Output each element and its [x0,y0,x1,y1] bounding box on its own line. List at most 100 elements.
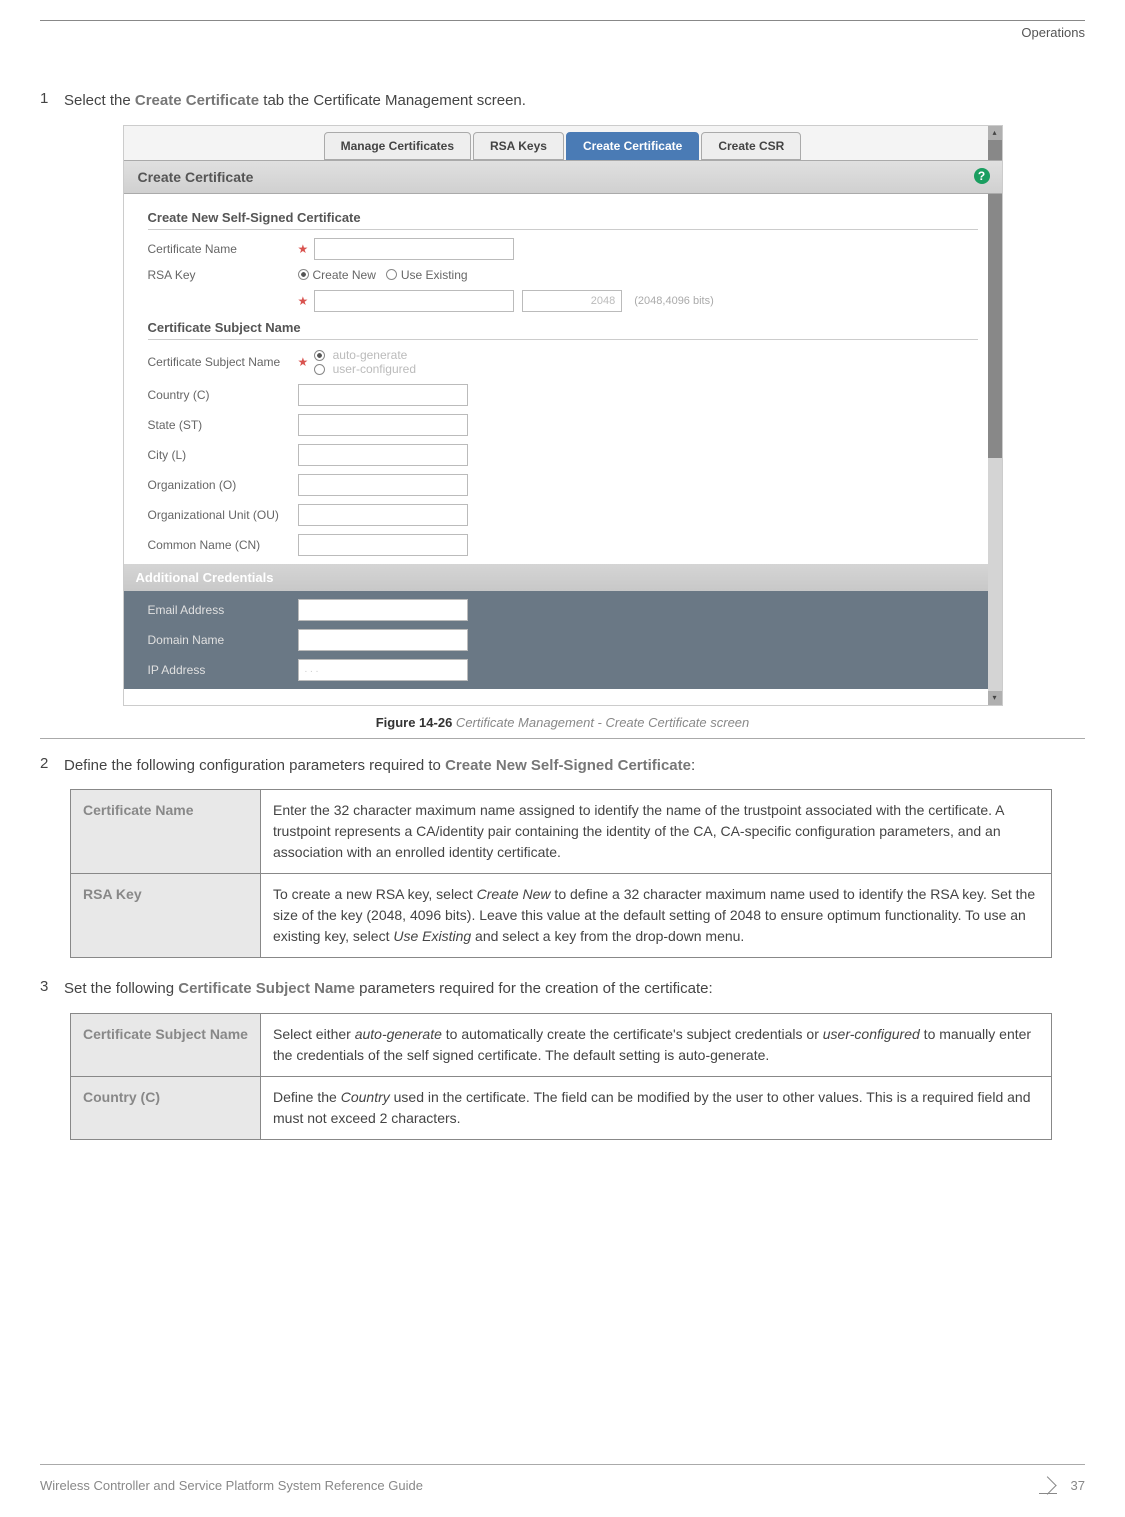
row-org: Organization (O) [148,474,978,496]
rsa-key-label: RSA Key [148,268,298,282]
section-self-signed: Create New Self-Signed Certificate [148,210,978,230]
csn-label: Certificate Subject Name [148,355,298,369]
step-1-text: Select the Create Certificate tab the Ce… [64,90,1085,113]
cert-name-label: Certificate Name [148,242,298,256]
credentials-body: Email Address Domain Name IP Address . .… [124,591,1002,689]
row-domain: Domain Name [148,629,978,651]
param-table-1: Certificate NameEnter the 32 character m… [70,789,1052,958]
org-label: Organization (O) [148,478,298,492]
ip-label: IP Address [148,663,298,677]
help-icon[interactable]: ? [974,168,990,184]
row-rsa-key: RSA Key Create New Use Existing [148,268,978,282]
org-input[interactable] [298,474,468,496]
step-3: 3 Set the following Certificate Subject … [40,978,1085,1001]
required-star-icon: ★ [298,355,309,369]
section-header: Operations [40,25,1085,40]
row-city: City (L) [148,444,978,466]
step-3-prefix: Set the following [64,980,178,997]
domain-label: Domain Name [148,633,298,647]
row-rsa-key-input: ★ 2048 (2048,4096 bits) [148,290,978,312]
table-value: Define the Country used in the certifica… [261,1076,1052,1139]
figure-caption: Figure 14-26 Certificate Management - Cr… [40,714,1085,739]
radio-use-existing-label: Use Existing [401,268,468,282]
email-input[interactable] [298,599,468,621]
radio-use-existing[interactable] [386,269,397,280]
tab-rsa-keys[interactable]: RSA Keys [473,132,564,160]
step-2-text: Define the following configuration param… [64,755,1085,778]
section-additional-credentials: Additional Credentials [124,564,1002,591]
panel-body: Create New Self-Signed Certificate Certi… [124,194,1002,705]
table-key: Certificate Name [71,790,261,874]
row-cert-name: Certificate Name ★ [148,238,978,260]
tab-manage-certificates[interactable]: Manage Certificates [324,132,471,160]
step-1-number: 1 [40,90,64,113]
step-1-bold: Create Certificate [135,92,259,109]
scroll-up-button[interactable]: ▴ [988,126,1002,140]
step-2-bold: Create New Self-Signed Certificate [445,757,691,774]
row-ip: IP Address . . . [148,659,978,681]
panel-header: Create Certificate ? [124,160,1002,194]
required-star-icon: ★ [298,294,309,308]
figcaption-number: Figure 14-26 [376,715,453,730]
table-value: Select either auto-generate to automatic… [261,1013,1052,1076]
header-divider [40,20,1085,21]
chevron-icon [1039,1473,1063,1497]
page-number: 37 [1071,1478,1085,1493]
table-row: RSA KeyTo create a new RSA key, select C… [71,874,1052,958]
radio-user-label: user-configured [333,362,416,376]
row-ou: Organizational Unit (OU) [148,504,978,526]
rsa-bits-value: 2048 [591,295,615,307]
page-footer: Wireless Controller and Service Platform… [40,1464,1085,1497]
step-3-number: 3 [40,978,64,1001]
section-subject-name: Certificate Subject Name [148,320,978,340]
city-input[interactable] [298,444,468,466]
step-3-bold: Certificate Subject Name [178,980,355,997]
step-3-suffix: parameters required for the creation of … [355,980,713,997]
ou-label: Organizational Unit (OU) [148,508,298,522]
domain-input[interactable] [298,629,468,651]
step-1: 1 Select the Create Certificate tab the … [40,90,1085,113]
row-cn: Common Name (CN) [148,534,978,556]
radio-user-configured[interactable] [314,364,325,375]
footer-page-num: 37 [1039,1473,1085,1497]
radio-create-new[interactable] [298,269,309,280]
tab-create-csr[interactable]: Create CSR [701,132,801,160]
state-input[interactable] [298,414,468,436]
footer-title: Wireless Controller and Service Platform… [40,1478,423,1493]
tab-bar: Manage Certificates RSA Keys Create Cert… [124,126,1002,160]
table-row: Country (C)Define the Country used in th… [71,1076,1052,1139]
step-3-text: Set the following Certificate Subject Na… [64,978,1085,1001]
row-country: Country (C) [148,384,978,406]
cert-name-input[interactable] [314,238,514,260]
city-label: City (L) [148,448,298,462]
rsa-key-name-input[interactable] [314,290,514,312]
step-2-number: 2 [40,755,64,778]
country-label: Country (C) [148,388,298,402]
table-value: To create a new RSA key, select Create N… [261,874,1052,958]
ip-input[interactable]: . . . [298,659,468,681]
table-row: Certificate NameEnter the 32 character m… [71,790,1052,874]
row-csn: Certificate Subject Name ★ auto-generate… [148,348,978,376]
table-row: Certificate Subject NameSelect either au… [71,1013,1052,1076]
panel-title: Create Certificate [138,169,254,185]
scroll-down-button[interactable]: ▾ [988,691,1002,705]
screenshot-container: ▴ ▾ Manage Certificates RSA Keys Create … [123,125,1003,706]
param-table-2-body: Certificate Subject NameSelect either au… [71,1013,1052,1139]
tab-create-certificate[interactable]: Create Certificate [566,132,699,160]
cn-label: Common Name (CN) [148,538,298,552]
rsa-bits-input[interactable]: 2048 [522,290,622,312]
cn-input[interactable] [298,534,468,556]
state-label: State (ST) [148,418,298,432]
table-value: Enter the 32 character maximum name assi… [261,790,1052,874]
country-input[interactable] [298,384,468,406]
ou-input[interactable] [298,504,468,526]
table-key: Country (C) [71,1076,261,1139]
radio-auto-generate[interactable] [314,350,325,361]
rsa-bits-hint: (2048,4096 bits) [634,295,714,307]
row-email: Email Address [148,599,978,621]
required-star-icon: ★ [298,242,309,256]
table-key: RSA Key [71,874,261,958]
param-table-2: Certificate Subject NameSelect either au… [70,1013,1052,1140]
param-table-1-body: Certificate NameEnter the 32 character m… [71,790,1052,958]
scrollbar[interactable]: ▴ ▾ [988,126,1002,705]
